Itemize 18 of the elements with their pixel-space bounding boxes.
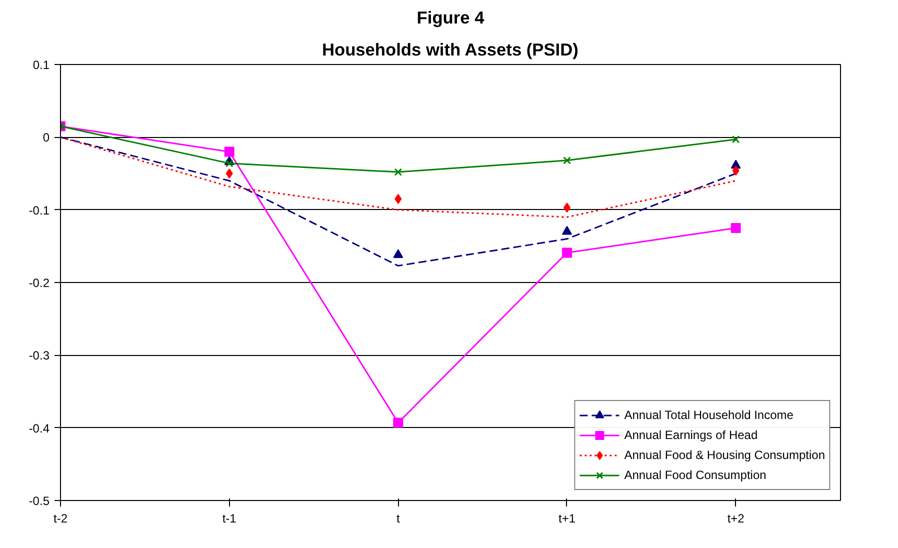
y-tick-label: 0.1 <box>32 58 50 72</box>
legend-label: Annual Earnings of Head <box>624 428 758 442</box>
chart-title: Figure 4 <box>416 8 485 28</box>
legend-label: Annual Food & Housing Consumption <box>624 448 825 462</box>
chart-subtitle: Households with Assets (PSID) <box>322 40 578 60</box>
x-tick-label: t+2 <box>727 512 745 526</box>
x-tick-label: t-1 <box>222 512 237 526</box>
y-tick-label: -0.3 <box>28 348 50 363</box>
y-tick-label: -0.1 <box>28 203 50 218</box>
x-tick-label: t-2 <box>54 512 68 526</box>
y-tick-label: -0.4 <box>28 421 50 436</box>
legend-label: Annual Food Consumption <box>624 468 766 482</box>
y-tick-label: -0.5 <box>28 494 50 508</box>
y-tick-label: -0.2 <box>28 276 50 290</box>
y-tick-label: 0 <box>42 130 50 145</box>
x-tick-label: t <box>396 512 400 526</box>
x-tick-label: t+1 <box>558 512 576 526</box>
legend-label: Annual Total Household Income <box>624 408 794 422</box>
